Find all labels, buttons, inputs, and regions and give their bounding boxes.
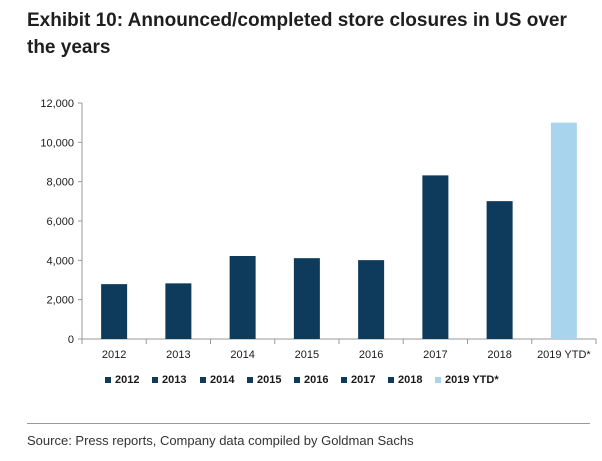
y-tick-label: 6,000 (46, 216, 74, 228)
y-tick-label: 0 (68, 334, 74, 346)
legend-entry: 2018 (398, 374, 422, 386)
y-tick-label: 10,000 (40, 137, 74, 149)
bar-2015 (293, 258, 320, 339)
y-tick-label: 4,000 (46, 255, 74, 267)
legend-swatch (294, 377, 300, 383)
x-tick-label: 2015 (295, 349, 319, 361)
bar-2019-ytd (550, 122, 577, 340)
legend-swatch (388, 377, 394, 383)
bar-2017 (422, 175, 449, 339)
legend-swatch (435, 377, 441, 383)
legend-entry: 2015 (257, 374, 281, 386)
source-divider (27, 423, 590, 424)
source-note: Source: Press reports, Company data comp… (27, 433, 414, 448)
legend-swatch (341, 377, 347, 383)
x-tick-label: 2019 YTD* (537, 349, 591, 361)
legend-swatch (105, 377, 111, 383)
bar-2018 (486, 201, 513, 339)
legend-entry: 2014 (210, 374, 235, 386)
legend-swatch (200, 377, 206, 383)
x-tick-label: 2013 (166, 349, 190, 361)
exhibit-title: Exhibit 10: Announced/completed store cl… (27, 10, 567, 58)
x-tick-label: 2017 (423, 349, 447, 361)
x-tick-label: 2014 (230, 349, 254, 361)
x-tick-label: 2018 (487, 349, 511, 361)
x-tick-label: 2016 (359, 349, 383, 361)
y-tick-label: 8,000 (46, 177, 74, 189)
legend-entry: 2013 (162, 374, 186, 386)
chart-legend: 2012 2013 2014 2015 2016 2017 2018 2019 YTD* (105, 374, 499, 386)
bar-2012 (101, 284, 128, 339)
y-tick-label: 12,000 (40, 98, 74, 110)
legend-entry: 2016 (304, 374, 328, 386)
bar-2013 (165, 283, 192, 339)
legend-entry: 2019 YTD* (445, 374, 499, 386)
legend-swatch (152, 377, 158, 383)
x-tick-label: 2012 (102, 349, 126, 361)
plot-area: 0 2,000 4,000 6,000 8,000 10,000 12,000 2012 201… (40, 98, 597, 361)
legend-entry: 2012 (115, 374, 139, 386)
legend-swatch (247, 377, 253, 383)
bar-2016 (358, 260, 385, 339)
y-tick-label: 2,000 (46, 295, 74, 307)
bar-2014 (229, 256, 256, 339)
legend-entry: 2017 (351, 374, 375, 386)
